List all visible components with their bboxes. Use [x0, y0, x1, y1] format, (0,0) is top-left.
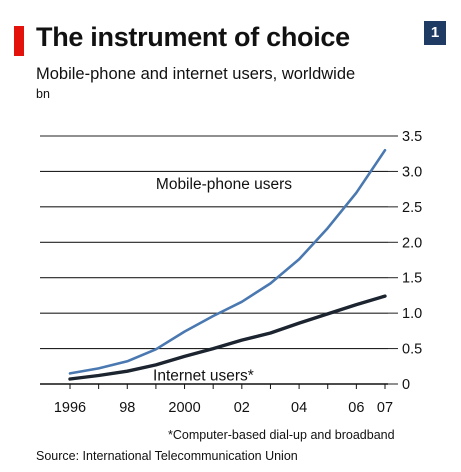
gridlines — [40, 135, 388, 350]
series-label-internet-users: Internet users* — [153, 367, 254, 384]
chart-subtitle: Mobile-phone and internet users, worldwi… — [36, 65, 356, 83]
accent-tab — [14, 26, 24, 56]
series-labels: Mobile-phone users Internet users* — [153, 176, 292, 384]
x-axis: 1996 98 2000 02 04 06 07 — [40, 383, 393, 416]
series-label-mobile-phone-users: Mobile-phone users — [156, 176, 292, 193]
y-tick-label: 2.0 — [402, 235, 422, 251]
series-line-internet-users — [68, 294, 387, 381]
y-axis-ticks: 0 0.5 1.0 1.5 2.0 2.5 3.0 3.5 — [388, 129, 422, 393]
y-tick-label: 0 — [402, 377, 410, 393]
y-tick-label: 1.5 — [402, 271, 422, 287]
footnote: *Computer-based dial-up and broadband — [168, 428, 395, 442]
y-tick-label: 0.5 — [402, 342, 422, 358]
chart-title: The instrument of choice — [36, 22, 350, 52]
series-line-mobile-phone-users — [68, 148, 387, 375]
x-tick-label: 07 — [377, 400, 393, 416]
unit-label: bn — [36, 87, 50, 101]
y-tick-label: 2.5 — [402, 200, 422, 216]
y-tick-label: 3.0 — [402, 164, 422, 180]
x-tick-label: 02 — [234, 400, 250, 416]
x-tick-label: 04 — [291, 400, 307, 416]
x-tick-label: 1996 — [54, 400, 86, 416]
x-tick-label: 06 — [348, 400, 364, 416]
x-tick-label: 2000 — [168, 400, 200, 416]
chart-number-badge: 1 — [424, 21, 446, 45]
series-lines — [68, 148, 387, 381]
y-tick-label: 1.0 — [402, 306, 422, 322]
source-note: Source: International Telecommunication … — [36, 449, 298, 463]
x-tick-label: 98 — [119, 400, 135, 416]
y-tick-label: 3.5 — [402, 129, 422, 145]
